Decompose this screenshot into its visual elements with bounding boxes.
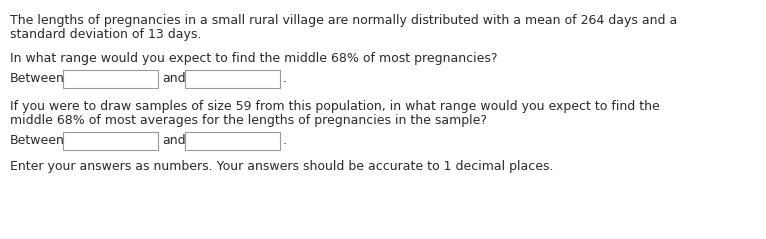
Text: and: and bbox=[162, 135, 185, 147]
Text: Between: Between bbox=[10, 72, 65, 86]
Text: If you were to draw samples of size 59 from this population, in what range would: If you were to draw samples of size 59 f… bbox=[10, 100, 660, 113]
FancyBboxPatch shape bbox=[63, 132, 158, 150]
FancyBboxPatch shape bbox=[185, 70, 280, 88]
Text: middle 68% of most averages for the lengths of pregnancies in the sample?: middle 68% of most averages for the leng… bbox=[10, 114, 487, 127]
Text: standard deviation of 13 days.: standard deviation of 13 days. bbox=[10, 28, 201, 41]
Text: .: . bbox=[283, 135, 287, 147]
Text: and: and bbox=[162, 72, 185, 86]
Text: In what range would you expect to find the middle 68% of most pregnancies?: In what range would you expect to find t… bbox=[10, 52, 497, 65]
Text: .: . bbox=[283, 72, 287, 86]
FancyBboxPatch shape bbox=[63, 70, 158, 88]
Text: Between: Between bbox=[10, 135, 65, 147]
Text: The lengths of pregnancies in a small rural village are normally distributed wit: The lengths of pregnancies in a small ru… bbox=[10, 14, 677, 27]
Text: Enter your answers as numbers. Your answers should be accurate to 1 decimal plac: Enter your answers as numbers. Your answ… bbox=[10, 160, 554, 173]
FancyBboxPatch shape bbox=[185, 132, 280, 150]
